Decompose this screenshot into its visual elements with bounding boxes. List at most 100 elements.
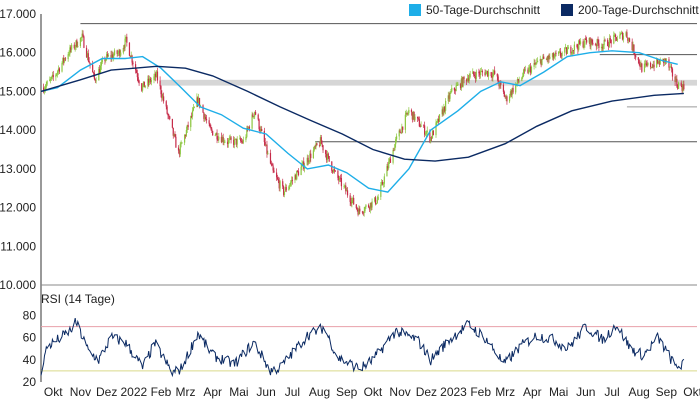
candle <box>351 196 353 208</box>
candle <box>424 121 426 138</box>
candle <box>634 52 636 60</box>
candle <box>346 187 349 198</box>
candle <box>510 89 512 98</box>
candle <box>487 70 489 78</box>
candle <box>614 33 617 42</box>
candle <box>493 69 495 77</box>
candle <box>473 71 475 77</box>
candle <box>485 70 487 76</box>
candle <box>172 127 174 139</box>
candle <box>565 46 568 56</box>
candle <box>332 169 334 174</box>
candle <box>180 140 182 148</box>
candle <box>594 42 597 46</box>
candle <box>369 202 371 214</box>
candle <box>607 41 610 51</box>
x-tick-label: Sep <box>336 385 358 399</box>
candle <box>643 60 646 73</box>
candle <box>306 154 308 166</box>
candle <box>461 76 463 88</box>
y-tick-label: 17.000 <box>0 7 36 21</box>
candle <box>242 136 244 145</box>
candle <box>186 124 188 133</box>
candle <box>123 44 125 52</box>
x-tick-label: Jul <box>285 385 300 399</box>
candle <box>76 38 78 48</box>
candle <box>496 73 498 81</box>
candle <box>156 70 158 78</box>
candle <box>79 37 82 48</box>
candle <box>107 53 110 58</box>
candle <box>645 60 647 67</box>
candle <box>647 62 649 67</box>
candle <box>163 92 165 104</box>
candle <box>190 115 192 132</box>
x-tick-label: Sep <box>656 385 678 399</box>
price-panel: 17.000 16.000 15.000 14.000 13.000 12.000 11.0… <box>0 7 697 382</box>
candle <box>67 52 69 62</box>
candle <box>322 144 324 153</box>
candle <box>316 142 318 146</box>
candle <box>644 59 646 68</box>
candle <box>650 66 653 69</box>
candle <box>229 134 231 141</box>
candle <box>174 131 176 138</box>
candle <box>417 116 419 122</box>
candle <box>86 51 89 60</box>
candle <box>405 109 407 118</box>
candle <box>451 84 453 93</box>
candle <box>334 169 336 172</box>
candle <box>320 134 322 144</box>
candle <box>529 63 532 76</box>
candle <box>590 38 592 51</box>
candle <box>302 161 304 165</box>
legend-label-ma50: 50-Tage-Durchschnitt <box>426 3 541 17</box>
candle <box>637 57 639 64</box>
candle <box>205 114 207 121</box>
candle <box>314 144 316 150</box>
candle <box>273 167 275 173</box>
price-zone <box>160 79 697 86</box>
candle <box>548 53 550 63</box>
candle <box>412 110 414 120</box>
candle <box>269 149 272 165</box>
candle <box>448 92 450 103</box>
candle <box>583 40 585 50</box>
candle <box>399 128 401 133</box>
candle <box>596 38 598 49</box>
y-tick-label: 10.000 <box>0 278 36 292</box>
x-tick-label: Okt <box>683 385 700 399</box>
candle <box>303 157 305 171</box>
candle <box>245 134 247 143</box>
candle <box>437 118 439 124</box>
candle <box>383 173 385 188</box>
candle <box>641 62 643 73</box>
candle <box>284 183 286 192</box>
candle <box>106 51 109 58</box>
candle <box>43 83 45 94</box>
candle <box>677 84 679 90</box>
candle <box>254 111 256 120</box>
candle <box>631 38 633 53</box>
candle <box>50 76 53 81</box>
candle <box>290 180 292 187</box>
candle <box>571 51 573 56</box>
candle <box>161 90 163 102</box>
candle <box>120 49 122 57</box>
candle <box>592 39 594 46</box>
candle <box>585 35 587 41</box>
candle <box>344 184 346 189</box>
candle <box>420 121 422 127</box>
candle <box>352 197 354 204</box>
candle <box>547 54 549 64</box>
candle <box>386 163 388 177</box>
candle <box>388 157 391 164</box>
candle <box>553 53 555 59</box>
candle <box>512 84 514 95</box>
candle <box>56 72 58 76</box>
candle <box>51 71 53 80</box>
candle <box>572 49 575 55</box>
candle <box>339 174 342 182</box>
candle <box>100 58 103 70</box>
candle <box>472 68 474 74</box>
